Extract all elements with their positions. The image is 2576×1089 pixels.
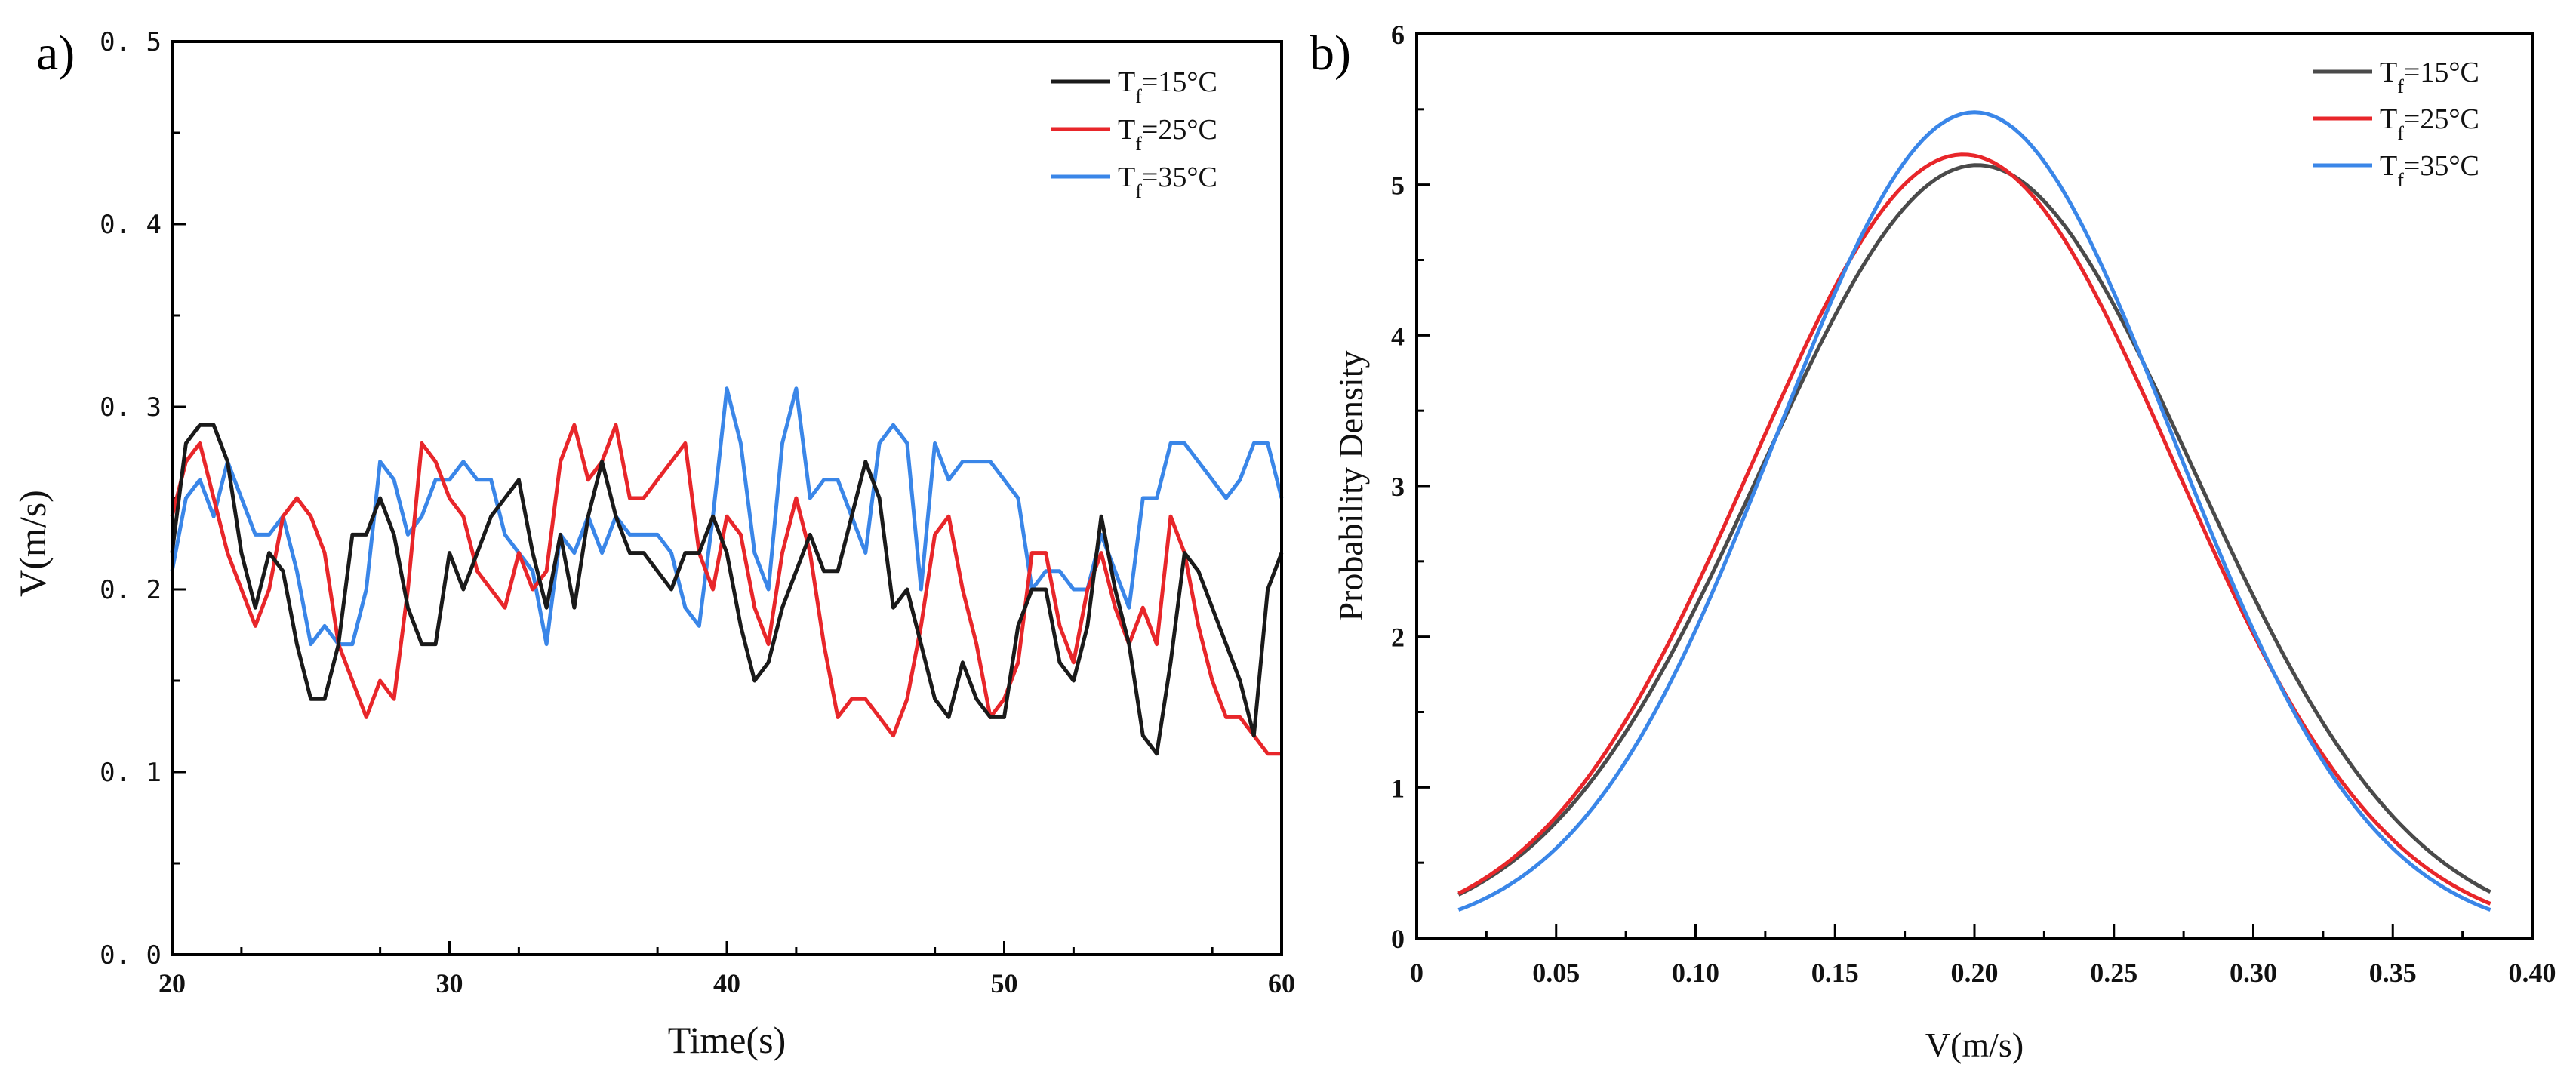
panel-a-legend: Tf=15°C Tf=25°C Tf=35°C (1051, 66, 1217, 202)
panel-a-plot-frame (171, 40, 1283, 956)
a-y-tick-label: 0. 3 (100, 392, 162, 423)
b-y-tick-label: 0 (1391, 924, 1405, 954)
legend-label-3: Tf=35°C (1118, 162, 1217, 202)
a-x-tick-label: 60 (1268, 968, 1295, 998)
a-x-tick-label: 30 (436, 968, 463, 998)
a-series-line-1 (170, 423, 1284, 756)
panel-a-ticks: 20 30 40 50 60 0. 0 0. 1 0. 2 0. 3 0. 4 0. 5 (100, 27, 1295, 998)
panel-b-x-axis-label: V(m/s) (1925, 1026, 2024, 1064)
b-density-curve-1 (1457, 163, 2491, 897)
b-y-tick-label: 4 (1391, 321, 1405, 351)
a-x-tick-label: 40 (713, 968, 740, 998)
a-x-tick-label: 50 (991, 968, 1018, 998)
legend-label-1: Tf=15°C (1118, 66, 1217, 107)
legend-label-1: Tf=15°C (2380, 57, 2479, 97)
b-y-tick-label: 1 (1391, 773, 1405, 803)
b-density-curve-3 (1457, 110, 2491, 912)
b-x-tick-label: 0 (1410, 958, 1423, 988)
panel-a-series-lines (170, 386, 1284, 756)
panel-a-x-axis-label: Time(s) (668, 1019, 786, 1061)
panel-b-label: b) (1310, 26, 1351, 81)
b-x-tick-label: 0.15 (1811, 958, 1859, 988)
panel-b-legend: Tf=15°C Tf=25°C Tf=35°C (2313, 57, 2479, 191)
panel-b-series-lines (1457, 110, 2491, 912)
legend-label-2: Tf=25°C (1118, 114, 1217, 155)
panel-a-y-axis-label: V(m/s) (11, 490, 54, 597)
b-x-tick-label: 0.40 (2509, 958, 2556, 988)
b-y-tick-label: 5 (1391, 171, 1405, 201)
panel-a-time-series-chart: a) 20 30 40 50 60 0. 0 0. 1 0. 2 0. 3 0. 4 0. 5 Ti… (11, 26, 1295, 1061)
b-x-tick-label: 0.30 (2230, 958, 2277, 988)
b-x-tick-label: 0.25 (2090, 958, 2137, 988)
b-density-curve-2 (1457, 152, 2491, 906)
a-x-tick-label: 20 (158, 968, 186, 998)
b-y-tick-label: 2 (1391, 623, 1405, 653)
panel-a-label: a) (36, 26, 75, 81)
legend-label-2: Tf=25°C (2380, 103, 2479, 144)
b-y-tick-label: 6 (1391, 20, 1405, 50)
b-y-tick-label: 3 (1391, 472, 1405, 502)
legend-label-3: Tf=35°C (2380, 150, 2479, 191)
b-x-tick-label: 0.20 (1951, 958, 1999, 988)
panel-b-plot-frame (1415, 32, 2534, 940)
a-y-tick-label: 0. 0 (100, 940, 162, 971)
b-x-tick-label: 0.35 (2369, 958, 2417, 988)
panel-b-y-axis-label: Probability Density (1331, 350, 1370, 621)
a-y-tick-label: 0. 4 (100, 210, 162, 240)
a-y-tick-label: 0. 2 (100, 575, 162, 605)
a-y-tick-label: 0. 5 (100, 27, 162, 57)
panel-b-ticks: 0 0.05 0.10 0.15 0.20 0.25 0.30 0.35 0.40 0 1 2 3 4 5 6 (1391, 20, 2556, 988)
panel-b-probability-density-chart: b) 0 0.05 0.10 0.15 0.20 0.25 0.30 0.35 0.40 0 1 2 3… (1310, 20, 2556, 1064)
b-x-tick-label: 0.05 (1532, 958, 1580, 988)
b-x-tick-label: 0.10 (1672, 958, 1719, 988)
a-y-tick-label: 0. 1 (100, 758, 162, 788)
